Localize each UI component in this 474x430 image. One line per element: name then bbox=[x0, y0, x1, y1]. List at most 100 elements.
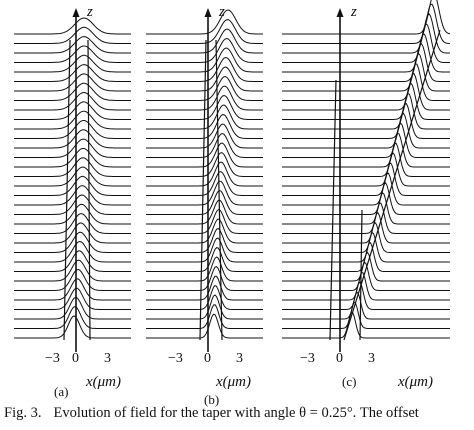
panel-b-tick-3: 3 bbox=[236, 351, 243, 366]
field-profile-trace bbox=[282, 232, 450, 263]
field-profile-trace bbox=[282, 311, 450, 339]
panel-c-tick-neg3: −3 bbox=[300, 351, 315, 366]
field-profile-trace bbox=[146, 47, 263, 73]
field-profile-trace bbox=[282, 122, 450, 158]
field-profile-trace bbox=[14, 54, 131, 73]
field-profile-trace bbox=[14, 45, 131, 63]
field-profile-trace bbox=[146, 19, 263, 44]
panel-b-z-arrow bbox=[204, 8, 212, 17]
panel-c: z −3 0 3 (c) x(μm) bbox=[282, 0, 451, 390]
field-profile-trace bbox=[14, 166, 131, 187]
panel-a: z −3 0 3 x(μm) (a) bbox=[14, 4, 131, 399]
field-profile-trace bbox=[146, 247, 263, 272]
field-profile-trace bbox=[282, 191, 450, 225]
field-profile-trace bbox=[146, 28, 263, 54]
field-profile-trace bbox=[14, 64, 131, 82]
field-profile-trace bbox=[146, 189, 263, 215]
field-profile-trace bbox=[14, 203, 131, 225]
field-profile-trace bbox=[14, 231, 131, 253]
panel-b-tick-neg3: −3 bbox=[168, 351, 183, 366]
field-profile-trace bbox=[282, 13, 450, 54]
field-profile-trace bbox=[282, 3, 451, 44]
field-profile-trace bbox=[146, 209, 263, 234]
panel-a-tick-0: 0 bbox=[72, 351, 79, 366]
field-profile-trace bbox=[282, 261, 450, 291]
field-profile-trace bbox=[14, 91, 131, 111]
panel-c-x-axis-label: x(μm) bbox=[397, 374, 433, 390]
field-profile-trace bbox=[146, 284, 263, 310]
field-profile-trace bbox=[146, 142, 263, 168]
field-profile-trace bbox=[146, 275, 263, 301]
field-profile-trace bbox=[14, 129, 131, 149]
panel-c-label: (c) bbox=[342, 374, 356, 389]
field-profile-trace bbox=[14, 306, 131, 329]
field-profile-trace bbox=[14, 147, 131, 168]
field-profile-trace bbox=[146, 161, 263, 187]
panel-a-x-axis-label: x(μm) bbox=[85, 374, 121, 390]
field-profile-trace bbox=[146, 56, 263, 82]
field-profile-trace bbox=[282, 181, 450, 215]
caption-number: Fig. 3. bbox=[4, 405, 42, 421]
caption-text: Evolution of field for the taper with an… bbox=[53, 405, 419, 421]
field-profile-trace bbox=[282, 152, 450, 187]
panel-b-label: (b) bbox=[204, 392, 219, 407]
field-profile-trace bbox=[14, 110, 131, 130]
taper-boundary-line bbox=[359, 209, 363, 341]
panel-b-z-label: z bbox=[218, 4, 225, 20]
field-profile-trace bbox=[146, 294, 263, 320]
field-profile-trace bbox=[146, 227, 263, 253]
panel-b-tick-0: 0 bbox=[204, 351, 211, 366]
panel-c-tick-0: 0 bbox=[336, 351, 343, 366]
field-profile-trace bbox=[14, 194, 131, 215]
field-profile-trace bbox=[282, 202, 450, 234]
field-profile-trace bbox=[14, 138, 131, 158]
field-profile-trace bbox=[282, 43, 450, 82]
panel-b: z −3 0 3 x(μm) (b) bbox=[146, 4, 263, 407]
field-profile-trace bbox=[14, 101, 131, 120]
field-profile-trace bbox=[14, 17, 131, 35]
field-profile-trace bbox=[146, 237, 263, 263]
field-profile-trace bbox=[146, 123, 263, 149]
taper-boundary-line bbox=[343, 29, 441, 341]
field-profile-trace bbox=[14, 259, 131, 282]
field-profile-trace bbox=[282, 281, 450, 310]
panel-b-x-axis-label: x(μm) bbox=[215, 374, 251, 390]
panel-a-guide-lines bbox=[63, 39, 91, 341]
figure-caption: Fig. 3. Evolution of field for the taper … bbox=[4, 404, 474, 422]
field-profile-trace bbox=[282, 142, 450, 177]
field-profile-trace bbox=[282, 221, 450, 253]
field-profile-trace bbox=[282, 92, 450, 130]
field-profile-trace bbox=[282, 82, 450, 120]
panel-c-z-arrow bbox=[336, 8, 344, 17]
field-profile-trace bbox=[146, 266, 263, 291]
field-profile-trace bbox=[282, 0, 451, 35]
panel-c-traces bbox=[282, 0, 451, 339]
field-profile-trace bbox=[146, 313, 263, 339]
field-profile-trace bbox=[282, 301, 450, 329]
field-profile-trace bbox=[14, 315, 131, 339]
field-profile-trace bbox=[14, 73, 131, 92]
field-profile-trace bbox=[14, 240, 131, 263]
field-profile-trace bbox=[14, 278, 131, 301]
panel-a-z-arrow bbox=[72, 8, 80, 17]
field-profile-trace bbox=[14, 175, 131, 196]
field-profile-trace bbox=[282, 63, 450, 101]
panel-a-tick-3: 3 bbox=[104, 351, 111, 366]
panel-c-z-label: z bbox=[350, 4, 357, 20]
taper-boundary-line bbox=[215, 39, 223, 341]
field-profile-trace bbox=[14, 185, 131, 206]
field-profile-trace bbox=[146, 218, 263, 244]
panel-b-guide-lines bbox=[199, 39, 223, 341]
field-profile-trace bbox=[14, 36, 131, 54]
taper-boundary-line bbox=[63, 39, 71, 341]
field-profile-trace bbox=[14, 222, 131, 244]
taper-boundary-line bbox=[87, 39, 91, 341]
field-profile-trace bbox=[146, 180, 263, 206]
field-profile-trace bbox=[282, 172, 450, 206]
field-profile-trace bbox=[146, 9, 263, 35]
field-profile-trace bbox=[282, 132, 450, 168]
field-profile-trace bbox=[282, 251, 450, 282]
panel-c-tick-3: 3 bbox=[368, 351, 375, 366]
field-profile-trace bbox=[282, 73, 450, 111]
